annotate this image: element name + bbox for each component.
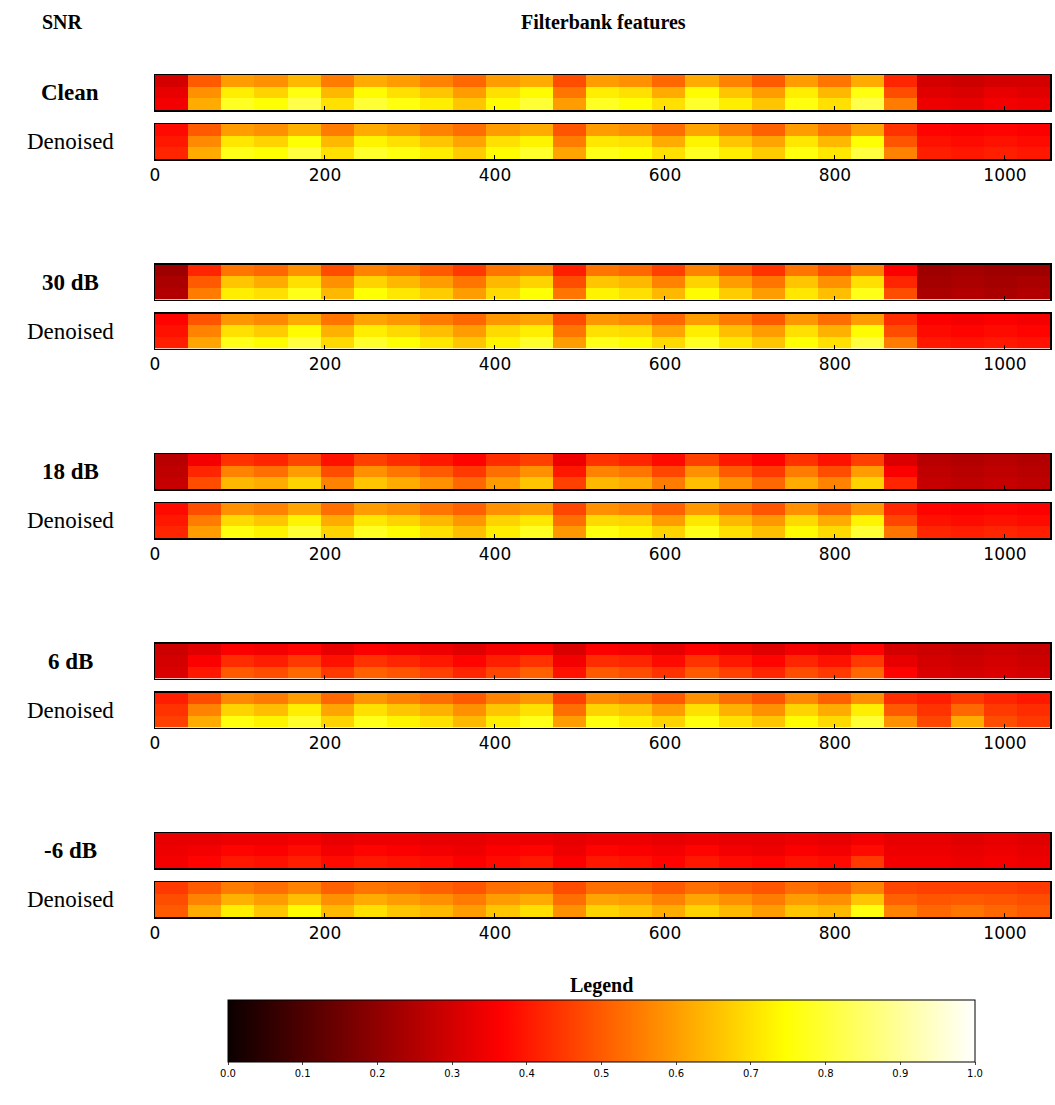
svg-text:0.0: 0.0 xyxy=(220,1068,236,1079)
svg-text:0.8: 0.8 xyxy=(818,1068,834,1079)
svg-text:800: 800 xyxy=(819,165,851,185)
svg-text:Denoised: Denoised xyxy=(27,887,114,912)
svg-text:SNR: SNR xyxy=(42,11,83,33)
svg-text:0: 0 xyxy=(150,733,161,753)
svg-text:1000: 1000 xyxy=(983,165,1026,185)
svg-text:0.9: 0.9 xyxy=(892,1068,908,1079)
svg-text:600: 600 xyxy=(649,733,681,753)
svg-text:0.3: 0.3 xyxy=(444,1068,460,1079)
svg-text:Denoised: Denoised xyxy=(27,698,114,723)
svg-text:0.1: 0.1 xyxy=(295,1068,311,1079)
svg-text:0: 0 xyxy=(150,165,161,185)
svg-text:0: 0 xyxy=(150,923,161,943)
svg-text:1.0: 1.0 xyxy=(967,1068,983,1079)
svg-text:200: 200 xyxy=(309,354,341,374)
svg-text:400: 400 xyxy=(479,733,511,753)
svg-text:30 dB: 30 dB xyxy=(42,270,99,295)
svg-text:600: 600 xyxy=(649,544,681,564)
svg-text:200: 200 xyxy=(309,733,341,753)
svg-text:0.2: 0.2 xyxy=(369,1068,385,1079)
svg-text:Denoised: Denoised xyxy=(27,508,114,533)
svg-text:200: 200 xyxy=(309,165,341,185)
svg-text:0.5: 0.5 xyxy=(594,1068,610,1079)
svg-text:18 dB: 18 dB xyxy=(42,459,99,484)
svg-text:Denoised: Denoised xyxy=(27,319,114,344)
svg-text:600: 600 xyxy=(649,354,681,374)
svg-text:-6 dB: -6 dB xyxy=(44,838,97,863)
svg-text:0.6: 0.6 xyxy=(668,1068,684,1079)
svg-text:600: 600 xyxy=(649,165,681,185)
svg-text:400: 400 xyxy=(479,923,511,943)
svg-text:800: 800 xyxy=(819,923,851,943)
svg-text:1000: 1000 xyxy=(983,923,1026,943)
svg-text:800: 800 xyxy=(819,733,851,753)
svg-text:Denoised: Denoised xyxy=(27,129,114,154)
svg-text:1000: 1000 xyxy=(983,354,1026,374)
svg-text:0: 0 xyxy=(150,544,161,564)
svg-text:0: 0 xyxy=(150,354,161,374)
svg-text:0.7: 0.7 xyxy=(743,1068,759,1079)
svg-text:Legend: Legend xyxy=(570,974,633,997)
svg-text:Clean: Clean xyxy=(41,80,99,105)
svg-text:200: 200 xyxy=(309,544,341,564)
svg-text:400: 400 xyxy=(479,544,511,564)
svg-text:6 dB: 6 dB xyxy=(48,649,93,674)
svg-text:800: 800 xyxy=(819,354,851,374)
svg-text:1000: 1000 xyxy=(983,733,1026,753)
svg-text:Filterbank features: Filterbank features xyxy=(521,11,686,33)
svg-text:600: 600 xyxy=(649,923,681,943)
svg-text:1000: 1000 xyxy=(983,544,1026,564)
svg-text:400: 400 xyxy=(479,165,511,185)
svg-text:0.4: 0.4 xyxy=(519,1068,535,1079)
svg-text:200: 200 xyxy=(309,923,341,943)
svg-text:400: 400 xyxy=(479,354,511,374)
svg-text:800: 800 xyxy=(819,544,851,564)
